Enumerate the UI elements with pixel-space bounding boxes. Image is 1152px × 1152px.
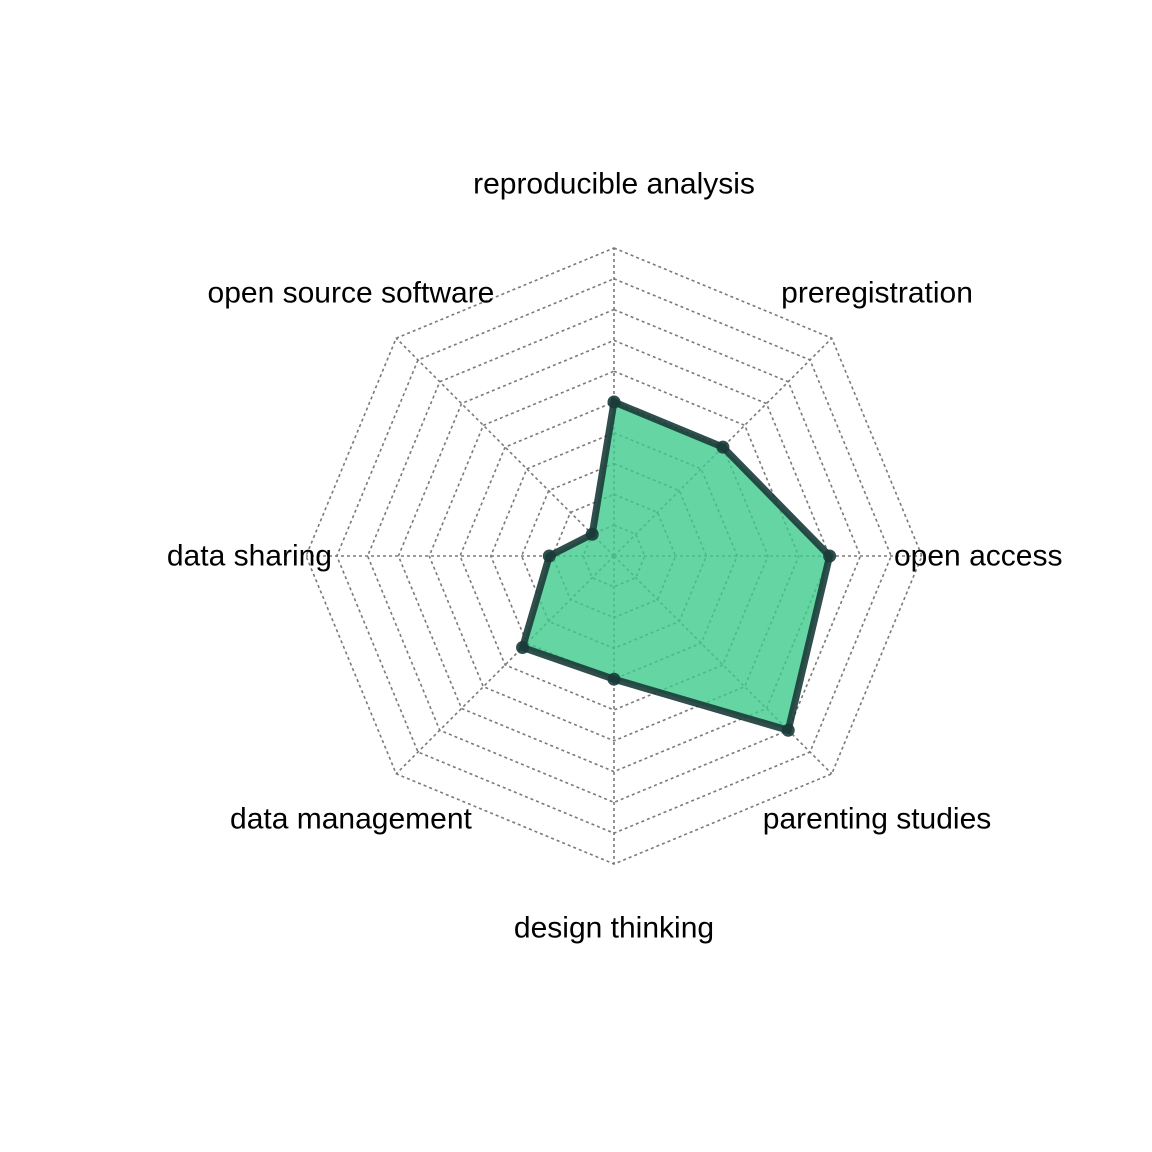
data-point-2 xyxy=(716,440,730,454)
axis-label-reproducible-analysis: reproducible analysis xyxy=(473,168,755,201)
series-area-1 xyxy=(518,397,834,735)
data-point-1 xyxy=(607,395,621,409)
data-point-3 xyxy=(823,549,837,563)
data-point-5 xyxy=(607,672,621,686)
data-point-8 xyxy=(585,527,599,541)
data-point-7 xyxy=(542,549,556,563)
data-point-4 xyxy=(781,723,795,737)
grid-ring-6 xyxy=(428,370,800,742)
axis-label-data-management: data management xyxy=(230,803,472,836)
axis-label-open-source-software: open source software xyxy=(208,276,495,309)
axis-label-data-sharing: data sharing xyxy=(167,540,332,573)
axis-labels: reproducible analysis preregistration open… xyxy=(167,168,1063,945)
grid-ring-7 xyxy=(397,339,831,773)
data-point-6 xyxy=(516,640,530,654)
axis-label-design-thinking: design thinking xyxy=(514,912,714,945)
axis-label-parenting-studies: parenting studies xyxy=(763,803,992,836)
axis-label-preregistration: preregistration xyxy=(781,276,973,309)
axis-label-open-access: open access xyxy=(894,540,1062,573)
radar-series xyxy=(516,395,837,737)
